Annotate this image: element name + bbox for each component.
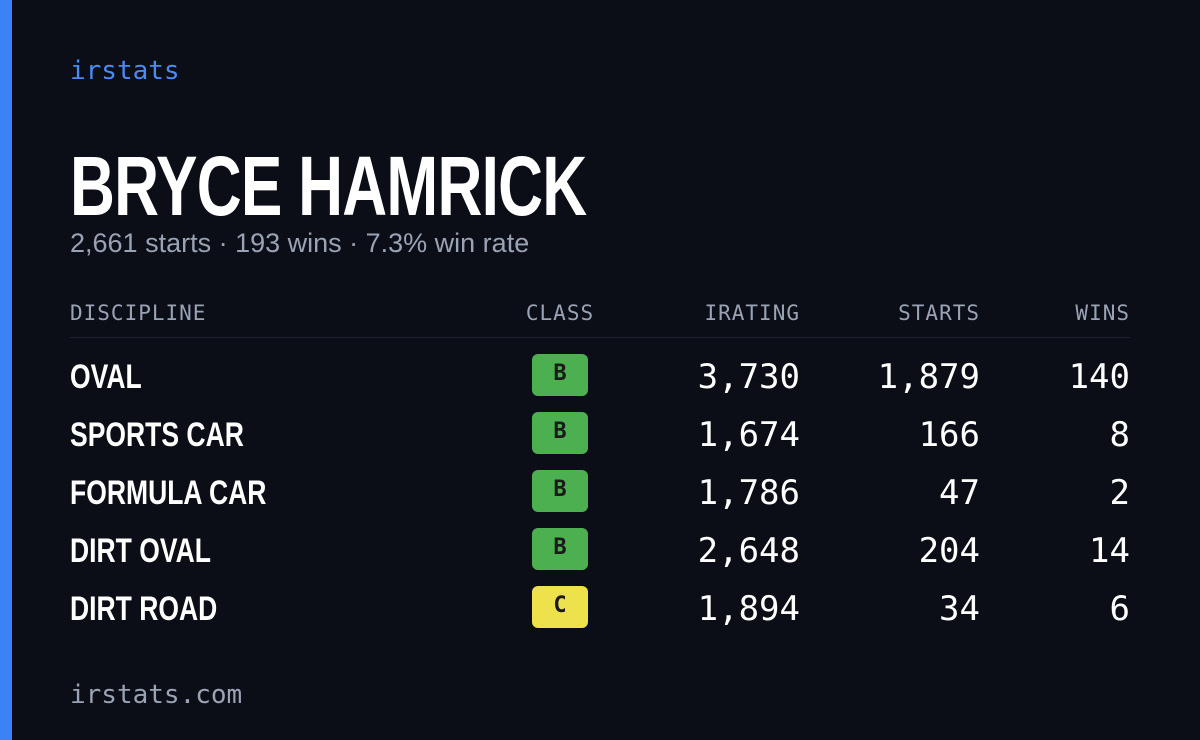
column-header: STARTS xyxy=(898,301,980,325)
class-badge: B xyxy=(532,354,588,396)
accent-bar xyxy=(0,0,12,740)
wins: 14 xyxy=(1089,531,1130,571)
class-badge: B xyxy=(532,470,588,512)
wins: 140 xyxy=(1068,357,1130,397)
wins: 8 xyxy=(1109,415,1130,455)
discipline: OVAL xyxy=(70,358,142,396)
starts: 47 xyxy=(939,473,980,513)
irating: 1,894 xyxy=(697,589,800,629)
starts: 166 xyxy=(918,415,980,455)
wins: 2 xyxy=(1109,473,1130,513)
column-header: WINS xyxy=(1075,301,1130,325)
class-badge: B xyxy=(532,528,588,570)
discipline: FORMULA CAR xyxy=(70,474,267,512)
divider xyxy=(70,337,1130,338)
discipline: DIRT OVAL xyxy=(70,532,211,570)
starts: 1,879 xyxy=(877,357,980,397)
discipline: SPORTS CAR xyxy=(70,416,244,454)
column-header: CLASS xyxy=(525,301,595,325)
irating: 1,786 xyxy=(697,473,800,513)
column-header: DISCIPLINE xyxy=(70,301,207,325)
summary: 2,661 starts · 193 wins · 7.3% win rate xyxy=(70,228,530,258)
player-name: BRYCE HAMRICK xyxy=(70,139,587,233)
footer: irstats.com xyxy=(70,680,243,710)
irating: 1,674 xyxy=(697,415,800,455)
class-badge: C xyxy=(532,586,588,628)
wins: 6 xyxy=(1109,589,1130,629)
discipline: DIRT ROAD xyxy=(70,590,218,628)
brand: irstats xyxy=(70,56,180,86)
column-header: IRATING xyxy=(704,301,800,325)
starts: 204 xyxy=(918,531,980,571)
irating: 2,648 xyxy=(697,531,800,571)
irating: 3,730 xyxy=(697,357,800,397)
class-badge: B xyxy=(532,412,588,454)
starts: 34 xyxy=(939,589,980,629)
